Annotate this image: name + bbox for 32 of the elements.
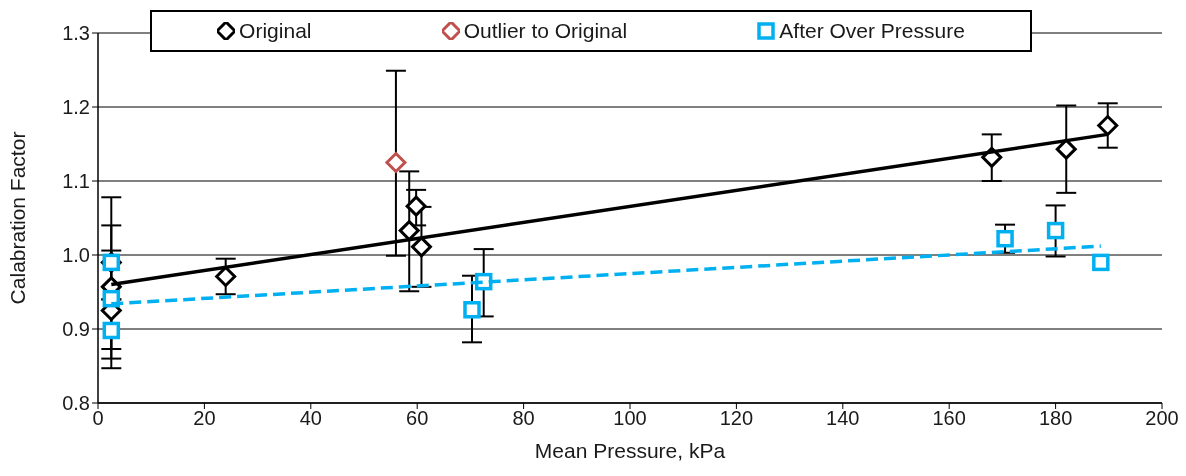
- y-tick-label: 0.9: [62, 318, 90, 341]
- x-tick-label: 180: [1038, 407, 1073, 430]
- y-tick-label: 1.1: [62, 170, 90, 193]
- point: [410, 236, 432, 258]
- point: [1097, 115, 1119, 136]
- legend-label: After Over Pressure: [779, 19, 965, 43]
- point: [996, 229, 1014, 248]
- point: [385, 152, 407, 173]
- x-tick-label: 160: [932, 407, 966, 430]
- y-tick-label: 1.2: [62, 96, 90, 119]
- legend-label: Original: [239, 19, 312, 43]
- point: [1055, 138, 1077, 160]
- y-tick-label: 1.0: [62, 244, 90, 267]
- x-tick-label: 20: [193, 407, 216, 430]
- x-tick-label: 60: [406, 407, 429, 430]
- y-tick-label: 0.8: [62, 392, 90, 415]
- x-tick-label: 80: [512, 407, 535, 430]
- x-tick-label: 120: [719, 407, 754, 430]
- point: [405, 195, 427, 217]
- legend-label: Outlier to Original: [463, 19, 628, 43]
- y-axis-title: Calabration Factor: [6, 131, 30, 305]
- x-axis-title: Mean Pressure, kPa: [534, 439, 726, 462]
- x-tick-label: 0: [92, 407, 104, 430]
- x-tick-label: 200: [1145, 407, 1179, 430]
- x-tick-label: 100: [613, 407, 647, 430]
- point: [1092, 253, 1110, 272]
- x-tick-label: 140: [826, 407, 860, 430]
- point: [463, 301, 481, 319]
- x-tick-label: 40: [299, 407, 322, 430]
- point: [102, 321, 121, 340]
- y-tick-label: 1.3: [62, 22, 90, 45]
- point: [1046, 221, 1065, 240]
